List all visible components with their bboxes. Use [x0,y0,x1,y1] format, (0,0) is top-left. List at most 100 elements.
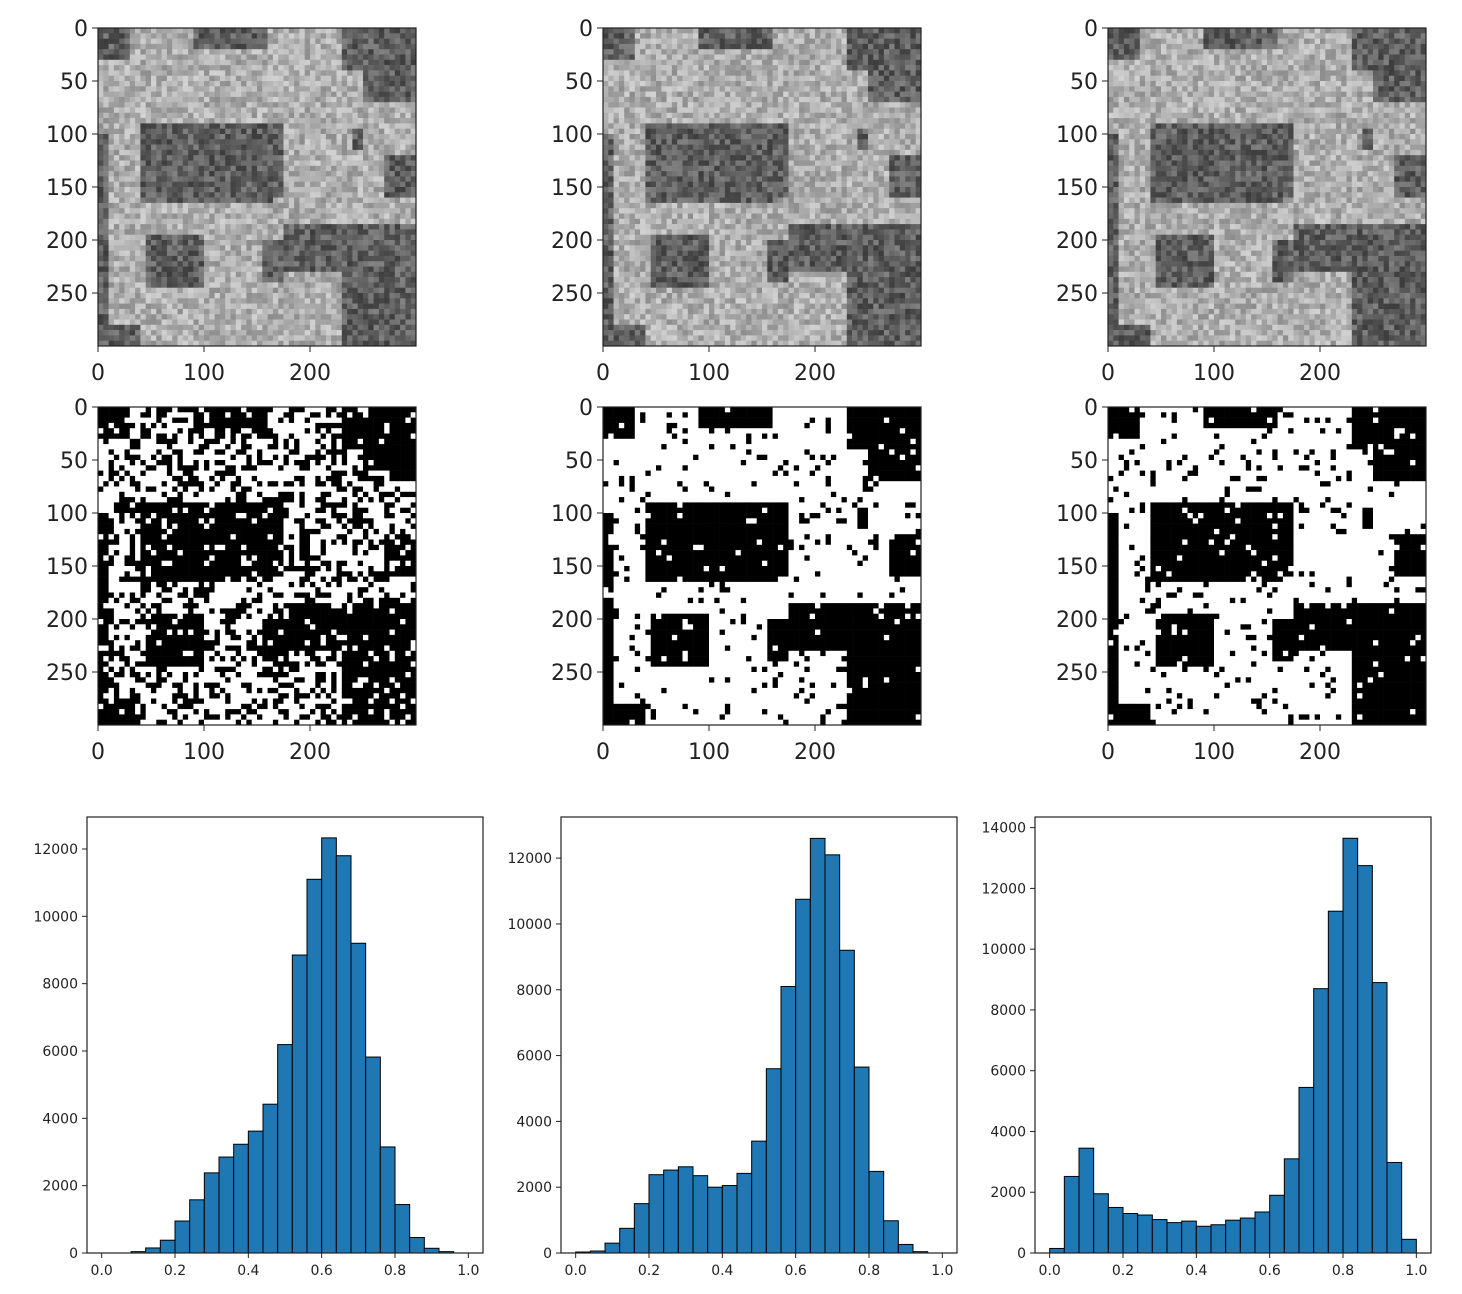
image-pixel [204,75,210,82]
image-pixel [151,187,157,193]
image-pixel [815,49,821,55]
image-pixel [389,298,396,304]
image-pixel [677,102,683,108]
image-pixel [193,134,199,140]
image-pixel [230,240,237,246]
image-pixel [310,240,316,246]
image-pixel [103,149,109,156]
image-pixel [746,96,752,103]
image-pixel [815,91,821,98]
image-pixel [363,91,369,98]
image-pixel [762,75,768,82]
image-pixel [188,91,194,98]
image-pixel [767,70,773,76]
image-pixel [267,197,274,204]
image-pixel [209,282,215,288]
image-pixel [788,75,795,82]
image-pixel [151,271,157,278]
image-pixel [325,107,332,114]
image-pixel [804,118,810,124]
image-pixel [325,149,332,156]
image-pixel [177,298,184,304]
image-pixel [214,49,221,55]
image-pixel [394,229,401,235]
image-pixel [756,75,763,82]
image-pixel [352,218,358,225]
image-pixel [868,96,874,103]
image-pixel [124,240,131,246]
image-pixel [693,33,699,39]
image-pixel [341,91,348,98]
image-pixel [304,213,311,220]
image-pixel [214,282,221,288]
image-pixel [788,128,795,135]
image-pixel [862,70,869,76]
image-pixel [603,81,609,87]
image-pixel [347,298,353,304]
image-pixel [315,314,321,320]
image-pixel [640,128,646,135]
image-pixel [140,86,146,92]
image-pixel [389,165,396,172]
image-pixel [357,293,364,299]
image-pixel [294,75,300,82]
image-pixel [836,134,842,140]
image-pixel [315,38,321,45]
image-pixel [257,213,263,220]
image-pixel [103,208,109,214]
image-pixel [410,38,417,45]
image-pixel [235,54,242,61]
image-pixel [325,118,332,124]
image-pixel [384,112,390,119]
image-pixel [288,86,295,92]
image-pixel [166,293,173,299]
image-pixel [363,139,369,145]
image-pixel [352,224,358,230]
image-pixel [325,261,332,267]
image-pixel [214,234,221,241]
image-pixel [915,118,922,124]
image-pixel [331,134,337,140]
image-pixel [341,187,348,193]
image-pixel [267,75,274,82]
image-pixel [272,28,279,34]
image-pixel [740,28,747,34]
image-pixel [746,33,752,39]
image-pixel [235,144,242,151]
image-pixel [661,134,667,140]
image-pixel [693,75,699,82]
image-pixel [257,165,263,172]
image-pixel [666,86,673,92]
image-pixel [156,176,162,182]
image-pixel [193,187,199,193]
image-pixel [320,75,327,82]
image-pixel [709,70,715,76]
image-pixel [719,123,726,129]
image-pixel [777,118,784,124]
image-pixel [225,112,231,119]
image-pixel [820,128,826,135]
image-pixel [735,134,742,140]
image-pixel [341,70,348,76]
image-pixel [910,96,916,103]
image-pixel [363,134,369,140]
image-pixel [378,160,385,167]
image-pixel [325,176,332,182]
image-pixel [235,335,242,341]
image-pixel [714,112,720,119]
image-pixel [209,319,215,326]
image-pixel [868,118,874,124]
image-pixel [772,139,779,145]
image-pixel [124,181,131,188]
image-pixel [140,298,146,304]
image-pixel [98,330,104,336]
image-pixel [145,245,152,251]
image-pixel [868,75,874,82]
image-pixel [246,91,252,98]
image-pixel [129,139,136,145]
image-pixel [283,155,290,161]
image-pixel [246,187,252,193]
image-pixel [119,102,125,108]
image-pixel [188,224,194,230]
image-pixel [272,128,279,135]
